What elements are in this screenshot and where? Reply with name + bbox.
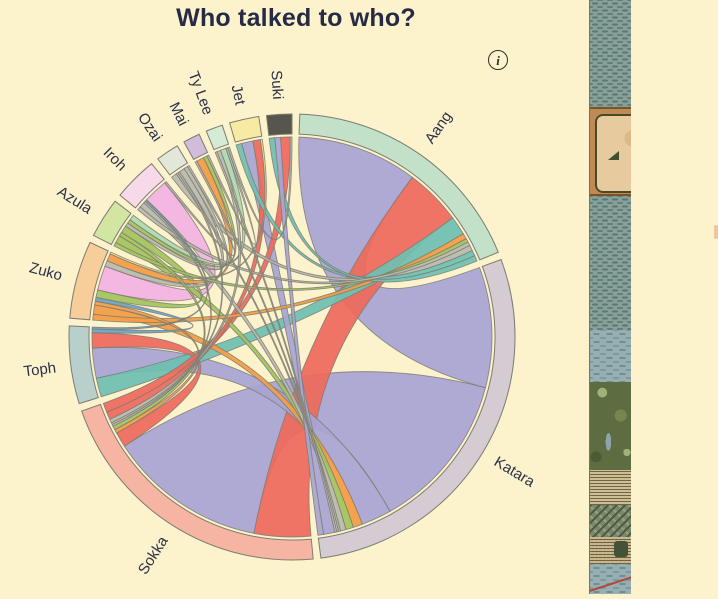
label-azula: Azula (54, 183, 95, 218)
info-icon[interactable]: i (488, 50, 508, 70)
map-text-block (590, 470, 631, 505)
arc-sokka[interactable] (81, 403, 314, 561)
label-sokka: Sokka (135, 533, 172, 578)
arc-katara[interactable] (317, 258, 516, 559)
arc-ozai[interactable] (157, 145, 189, 176)
map-mountains (590, 505, 631, 537)
arc-zuko[interactable] (69, 241, 109, 321)
map-cartouche-glyph (608, 151, 619, 160)
map-water-band (590, 330, 631, 382)
map-sea-pattern (590, 196, 631, 330)
ribbon-aang-suki[interactable] (268, 137, 478, 283)
map-landmass (590, 382, 631, 470)
arc-jet[interactable] (229, 115, 263, 143)
label-katara: Katara (491, 453, 538, 491)
label-iroh: Iroh (100, 144, 130, 174)
ribbon-aang-iroh[interactable] (137, 206, 471, 285)
label-suki: Suki (267, 70, 286, 100)
map-water-bottom (590, 564, 631, 594)
arc-azula[interactable] (92, 200, 132, 246)
map-text-block-lower (590, 537, 631, 564)
label-zuko: Zuko (27, 259, 64, 284)
ribbon-sokka-jet[interactable] (106, 139, 266, 420)
ribbon-azula-mai[interactable] (127, 155, 237, 268)
arc-toph[interactable] (68, 325, 99, 405)
page-title: Who talked to who? (176, 4, 416, 32)
arc-mai[interactable] (183, 133, 209, 161)
ribbon-katara-suki[interactable] (274, 136, 325, 536)
map-sky-pattern (590, 0, 631, 107)
ribbon-zuko-jet[interactable] (109, 138, 267, 279)
arc-suki[interactable] (265, 113, 293, 136)
label-ozai: Ozai (134, 110, 165, 145)
label-ty-lee: Ty Lee (185, 69, 217, 117)
label-mai: Mai (166, 99, 192, 128)
label-jet: Jet (228, 83, 249, 107)
world-map-panel-image (589, 0, 631, 594)
map-cartouche (590, 107, 631, 196)
label-aang: Aang (422, 108, 456, 146)
ribbon-katara-ty-lee[interactable] (214, 151, 338, 533)
arc-aang[interactable] (298, 113, 499, 261)
ribbon-toph-iroh[interactable] (91, 199, 209, 330)
ribbon-iroh-ozai[interactable] (164, 164, 236, 257)
ribbon-sokka-ozai[interactable] (110, 171, 224, 426)
chord-chart-panel: Who talked to who? i Aang Katara Sokka Toph… (23, 4, 539, 578)
label-toph: Toph (23, 359, 57, 380)
map-route-line (590, 572, 631, 594)
ribbon-mai-ty-lee[interactable] (206, 147, 256, 245)
arc-iroh[interactable] (119, 162, 165, 209)
arc-ty-lee[interactable] (205, 124, 230, 151)
scrollbar-thumb[interactable] (714, 225, 718, 239)
ribbon-ty-lee-suki[interactable] (227, 136, 293, 241)
